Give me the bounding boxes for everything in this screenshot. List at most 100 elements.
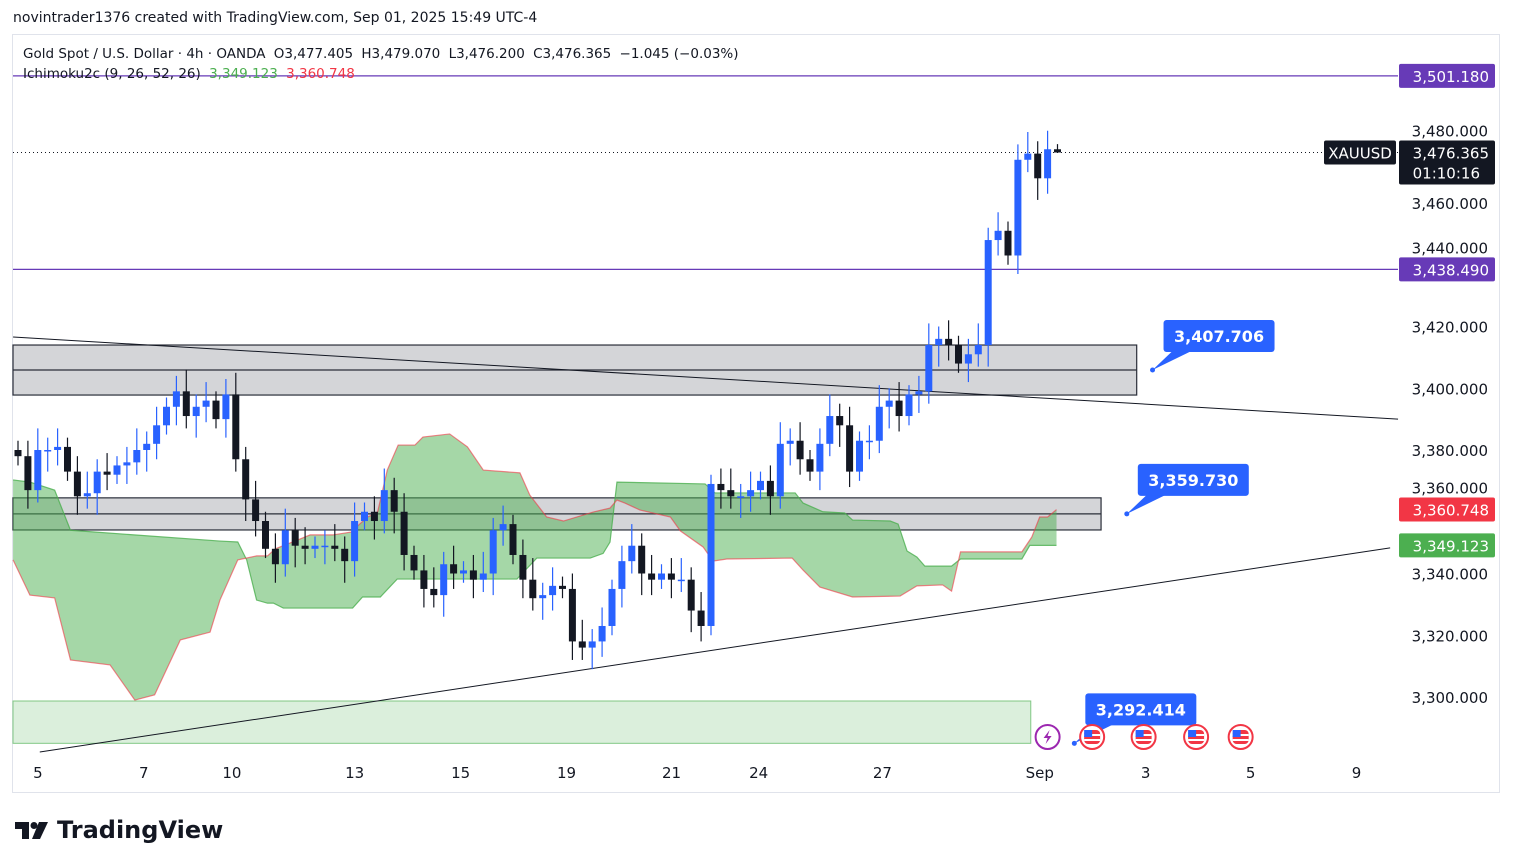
candle-body [974, 345, 982, 355]
candle-body [1024, 153, 1032, 160]
us-flag-event-icon[interactable] [1183, 724, 1210, 750]
candle-body [796, 440, 804, 460]
us-flag-event-icon[interactable] [1079, 724, 1106, 750]
time-tick-label: Sep [1026, 764, 1054, 782]
candle [519, 539, 527, 599]
callout-box [1137, 463, 1249, 496]
candle [964, 338, 972, 383]
indicator-price-label: 3,349.123 [1399, 533, 1495, 558]
candle [163, 397, 170, 435]
candle [1004, 221, 1012, 265]
candle [271, 533, 279, 583]
us-flag-event-icon[interactable] [1130, 724, 1157, 750]
candle [717, 468, 725, 509]
label-bg [1399, 497, 1495, 522]
candle-body [559, 585, 566, 589]
candle [578, 619, 586, 660]
candle [93, 459, 101, 515]
candle [776, 422, 784, 509]
candle [915, 375, 923, 413]
chart-frame [12, 34, 1500, 793]
chart-legend: Gold Spot / U.S. Dollar · 4h · OANDA O3,… [23, 44, 743, 84]
candle-body [964, 354, 972, 364]
candle-body [390, 490, 398, 512]
candle-body [351, 521, 359, 562]
candle-body [1014, 159, 1022, 256]
candle-body [133, 450, 141, 463]
candle-body [182, 391, 190, 417]
candle-body [212, 400, 220, 420]
candle [192, 394, 200, 438]
label-text: 3,360.748 [1413, 501, 1489, 519]
flag-canton [1135, 730, 1144, 737]
candle [648, 554, 656, 596]
candle-body [806, 459, 814, 472]
candle [766, 465, 774, 515]
candle [905, 385, 913, 426]
lightning-event-icon[interactable] [1034, 724, 1061, 750]
candle-body [14, 450, 22, 457]
candle [301, 527, 309, 565]
candle [984, 227, 992, 367]
candle-body [479, 573, 487, 580]
lines-layer [13, 75, 1399, 753]
candle [667, 558, 675, 599]
callout-pointer [1152, 350, 1194, 371]
candle-body [73, 471, 81, 497]
time-tick-label: 15 [451, 764, 470, 782]
candle [588, 629, 596, 670]
symbol-title[interactable]: Gold Spot / U.S. Dollar · 4h · OANDA [23, 46, 266, 62]
candle-body [232, 394, 240, 460]
candle [677, 558, 685, 593]
us-flag-event-icon[interactable] [1227, 724, 1254, 750]
candle-body [667, 573, 675, 580]
price-tick-label: 3,360.000 [1412, 479, 1488, 497]
candle-body [222, 394, 230, 420]
candle-body [113, 465, 121, 475]
candle-body [687, 579, 695, 611]
time-tick-label: 21 [662, 764, 681, 782]
candle-body [509, 524, 517, 555]
time-tick-label: 27 [873, 764, 892, 782]
candle [489, 517, 497, 596]
time-tick-label: 5 [1246, 764, 1256, 782]
candle [618, 545, 626, 608]
events-layer [1034, 724, 1254, 750]
candle-body [400, 511, 408, 555]
candle [291, 517, 299, 568]
candle [73, 456, 81, 515]
candle [974, 323, 982, 367]
ohlc-open: O3,477.405 [273, 46, 354, 62]
candle [865, 425, 873, 460]
candle [400, 493, 408, 571]
candle [331, 524, 339, 562]
candle [242, 446, 250, 522]
price-tick-label: 3,300.000 [1412, 689, 1488, 707]
candle [707, 474, 715, 636]
label-text: 3,349.123 [1413, 537, 1489, 555]
candle-body [430, 588, 438, 596]
candle [697, 592, 705, 642]
candle-body [192, 406, 200, 417]
candle-body [103, 471, 111, 475]
candle-body [836, 416, 844, 426]
candle-body [262, 521, 269, 549]
candle [945, 320, 953, 361]
flag-canton [1084, 730, 1093, 737]
candle [816, 428, 824, 491]
trendline [13, 336, 1399, 420]
candle-body [628, 545, 636, 562]
candle [499, 505, 507, 546]
price-tick-label: 3,340.000 [1412, 566, 1488, 584]
indicator-title[interactable]: Ichimoku2c (9, 26, 52, 26) [23, 66, 201, 82]
price-callout: 3,359.730 [1124, 463, 1249, 517]
tradingview-logo[interactable]: TradingView [15, 816, 223, 844]
flag-stripe [1232, 739, 1249, 741]
candle-body [618, 561, 626, 589]
candle-body [311, 545, 319, 549]
lightning-glyph [1043, 730, 1052, 744]
candle [608, 579, 616, 636]
candle [311, 536, 319, 559]
callout-box [1163, 320, 1275, 353]
